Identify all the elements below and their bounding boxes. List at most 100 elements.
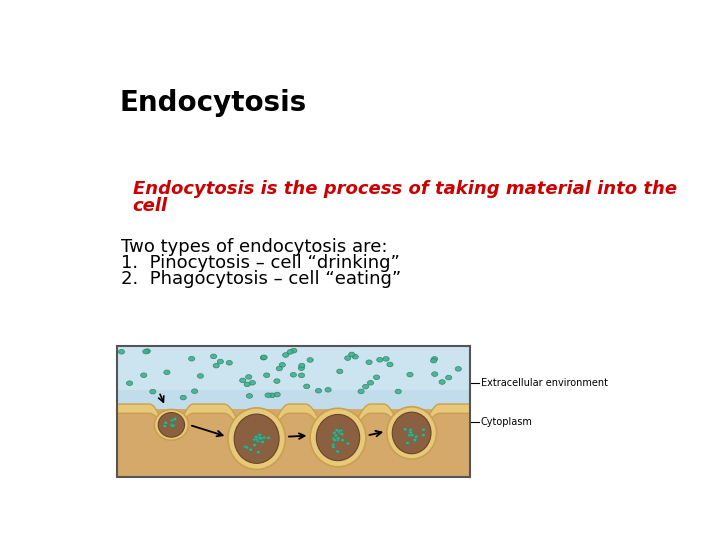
Bar	[117, 409, 469, 477]
Ellipse shape	[410, 434, 414, 437]
Ellipse shape	[410, 433, 414, 436]
Ellipse shape	[260, 437, 264, 440]
Ellipse shape	[335, 429, 339, 432]
Bar	[117, 346, 469, 477]
Ellipse shape	[258, 433, 261, 436]
Ellipse shape	[307, 357, 313, 362]
Ellipse shape	[253, 438, 256, 441]
Ellipse shape	[163, 421, 168, 424]
Ellipse shape	[269, 393, 275, 397]
Ellipse shape	[408, 431, 413, 434]
Bar	[117, 346, 469, 409]
Ellipse shape	[407, 372, 413, 377]
Text: Endocytosis is the process of taking material into the: Endocytosis is the process of taking mat…	[132, 180, 677, 198]
Ellipse shape	[446, 375, 451, 380]
Ellipse shape	[171, 424, 176, 427]
Ellipse shape	[210, 354, 217, 359]
Ellipse shape	[266, 436, 271, 440]
Ellipse shape	[431, 356, 438, 361]
Ellipse shape	[243, 445, 247, 448]
Ellipse shape	[383, 356, 390, 361]
Ellipse shape	[244, 382, 251, 387]
Ellipse shape	[337, 429, 341, 433]
Ellipse shape	[409, 433, 413, 436]
Ellipse shape	[261, 441, 264, 443]
Ellipse shape	[287, 349, 293, 354]
Ellipse shape	[333, 431, 336, 434]
Ellipse shape	[333, 438, 337, 442]
Ellipse shape	[336, 437, 340, 440]
Ellipse shape	[240, 378, 246, 383]
Ellipse shape	[144, 349, 150, 353]
Ellipse shape	[377, 357, 383, 362]
Ellipse shape	[298, 366, 305, 370]
Ellipse shape	[249, 381, 256, 385]
Ellipse shape	[366, 360, 372, 364]
Ellipse shape	[217, 359, 223, 364]
Text: Extracellular environment: Extracellular environment	[481, 377, 608, 388]
Ellipse shape	[336, 436, 341, 440]
Ellipse shape	[387, 407, 436, 459]
Ellipse shape	[164, 370, 170, 375]
Ellipse shape	[345, 356, 351, 360]
Ellipse shape	[264, 373, 270, 377]
Ellipse shape	[256, 440, 260, 442]
Ellipse shape	[348, 352, 355, 357]
Ellipse shape	[413, 439, 417, 442]
Ellipse shape	[262, 436, 266, 439]
Ellipse shape	[154, 409, 189, 440]
Ellipse shape	[127, 381, 132, 386]
Ellipse shape	[256, 436, 261, 440]
Ellipse shape	[290, 373, 297, 377]
Ellipse shape	[254, 435, 258, 438]
Text: Cytoplasm: Cytoplasm	[481, 417, 533, 427]
Ellipse shape	[228, 408, 285, 469]
Ellipse shape	[414, 435, 418, 438]
Ellipse shape	[291, 348, 297, 353]
Ellipse shape	[395, 389, 401, 394]
Text: 1.  Pinocytosis – cell “drinking”: 1. Pinocytosis – cell “drinking”	[121, 254, 400, 272]
Ellipse shape	[189, 356, 194, 361]
Ellipse shape	[408, 434, 412, 437]
Ellipse shape	[279, 362, 285, 367]
Text: .: .	[153, 197, 161, 215]
Ellipse shape	[352, 354, 359, 359]
Ellipse shape	[234, 414, 279, 463]
Ellipse shape	[171, 424, 175, 427]
Ellipse shape	[331, 443, 335, 446]
Ellipse shape	[340, 433, 344, 436]
Ellipse shape	[197, 374, 204, 378]
Ellipse shape	[170, 423, 174, 427]
Ellipse shape	[413, 438, 417, 441]
Ellipse shape	[170, 419, 174, 422]
Ellipse shape	[331, 446, 336, 448]
Ellipse shape	[256, 451, 260, 454]
Ellipse shape	[258, 436, 263, 439]
Ellipse shape	[431, 359, 437, 363]
Ellipse shape	[150, 389, 156, 394]
Text: cell: cell	[132, 197, 168, 215]
Ellipse shape	[336, 437, 339, 440]
Ellipse shape	[337, 369, 343, 374]
Ellipse shape	[253, 443, 256, 447]
Ellipse shape	[255, 438, 258, 441]
Ellipse shape	[163, 424, 167, 428]
Ellipse shape	[332, 437, 336, 440]
Ellipse shape	[265, 393, 271, 397]
Text: Endocytosis: Endocytosis	[120, 90, 307, 117]
Ellipse shape	[358, 389, 364, 394]
Ellipse shape	[140, 373, 147, 377]
Ellipse shape	[310, 408, 366, 467]
Polygon shape	[117, 404, 469, 449]
Ellipse shape	[367, 381, 374, 385]
Ellipse shape	[173, 417, 177, 420]
Ellipse shape	[213, 363, 220, 368]
Ellipse shape	[246, 394, 253, 398]
Ellipse shape	[334, 434, 338, 437]
Ellipse shape	[316, 415, 360, 461]
Ellipse shape	[431, 372, 438, 376]
Ellipse shape	[403, 428, 407, 431]
Ellipse shape	[387, 362, 393, 367]
Ellipse shape	[276, 366, 282, 371]
Ellipse shape	[245, 446, 249, 449]
